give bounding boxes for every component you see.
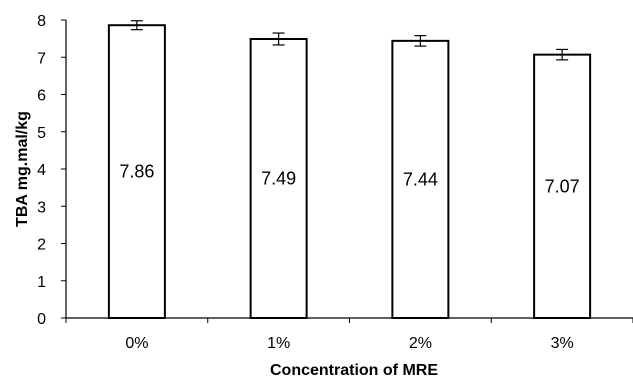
y-tick-label: 3 [37,199,46,216]
data-label: 7.86 [119,162,154,182]
y-tick-label: 6 [37,88,46,105]
y-tick-label: 0 [37,311,46,328]
data-label: 7.07 [545,176,580,196]
x-tick-label: 1% [267,335,290,352]
x-axis-title: Concentration of MRE [270,362,438,379]
y-tick-label: 7 [37,50,46,67]
x-tick-label: 3% [551,335,574,352]
y-tick-label: 8 [37,13,46,30]
y-tick-label: 1 [37,274,46,291]
y-tick-label: 2 [37,237,46,254]
y-axis-title: TBA mg.mal/kg [14,111,31,227]
y-tick-label: 4 [37,162,46,179]
bar [107,24,166,320]
chart-axes: 0 1 2 3 4 5 6 7 8 0% 1% 2% 3% [37,13,633,352]
chart-marks: 7.86 7.49 7.44 7.07 [107,20,592,320]
bar [391,39,450,320]
x-tick-label: 0% [125,335,148,352]
data-label: 7.44 [403,169,438,189]
x-tick-label: 2% [409,335,432,352]
data-label: 7.49 [261,168,296,188]
y-tick-label: 5 [37,125,46,142]
